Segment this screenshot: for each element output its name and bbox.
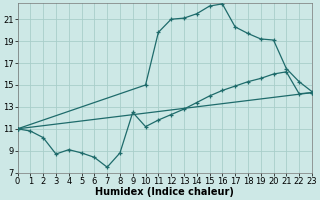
X-axis label: Humidex (Indice chaleur): Humidex (Indice chaleur): [95, 187, 234, 197]
